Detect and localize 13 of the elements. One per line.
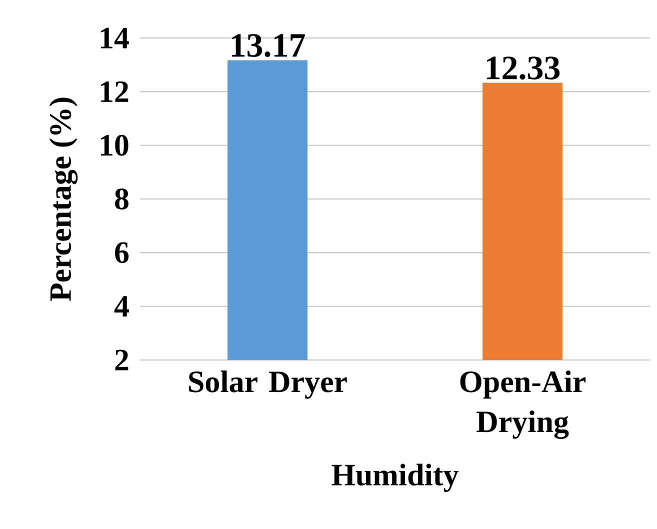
y-tick-label: 2 <box>115 350 128 370</box>
y-tick-label: 10 <box>100 134 128 156</box>
x-axis-title: Humidity <box>332 464 458 492</box>
y-tick-label: 8 <box>115 188 128 210</box>
x-tick-label: Open-Air Drying <box>460 370 586 439</box>
y-tick-label: 6 <box>115 242 129 264</box>
y-axis-title: Percentage (%) <box>49 98 78 302</box>
y-tick-label: 4 <box>114 296 129 317</box>
data-label: 12.33 <box>486 56 560 80</box>
y-tick-label: 14 <box>100 28 129 48</box>
y-tick-label: 12 <box>100 81 128 102</box>
x-tick-label: Solar Dryer <box>189 370 347 399</box>
data-label: 13.17 <box>232 34 305 58</box>
